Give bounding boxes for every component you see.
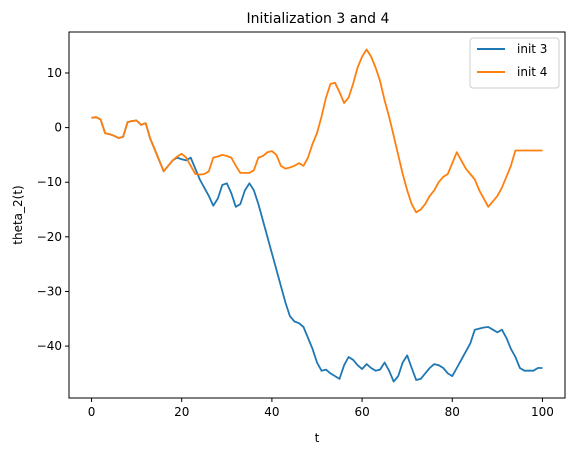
series-line-init-4 <box>91 48 543 214</box>
plot-area <box>91 48 543 383</box>
legend-label-init-4: init 4 <box>517 65 547 79</box>
x-tick-label: 80 <box>445 405 460 419</box>
x-axis-label: t <box>315 431 320 445</box>
series-line-init-3 <box>91 116 543 383</box>
y-tick-label: −20 <box>37 230 62 244</box>
chart-title: Initialization 3 and 4 <box>247 11 390 27</box>
legend-label-init-3: init 3 <box>517 42 547 56</box>
x-tick-label: 20 <box>174 405 189 419</box>
y-tick-label: 10 <box>47 66 62 80</box>
x-tick-label: 0 <box>88 405 96 419</box>
x-axis: 0 20 40 60 80 100 <box>88 398 554 419</box>
legend-box <box>469 37 560 89</box>
y-tick-label: 0 <box>54 121 62 135</box>
plot-frame <box>68 31 566 399</box>
x-tick-label: 100 <box>531 405 554 419</box>
y-tick-label: −40 <box>37 339 62 353</box>
y-tick-label: −10 <box>37 175 62 189</box>
y-axis: −40 −30 −20 −10 0 10 <box>37 66 69 353</box>
y-axis-label: theta_2(t) <box>11 185 25 244</box>
x-tick-label: 40 <box>264 405 279 419</box>
y-tick-label: −30 <box>37 284 62 298</box>
x-tick-label: 60 <box>354 405 369 419</box>
legend: init 3 init 4 <box>469 37 560 89</box>
